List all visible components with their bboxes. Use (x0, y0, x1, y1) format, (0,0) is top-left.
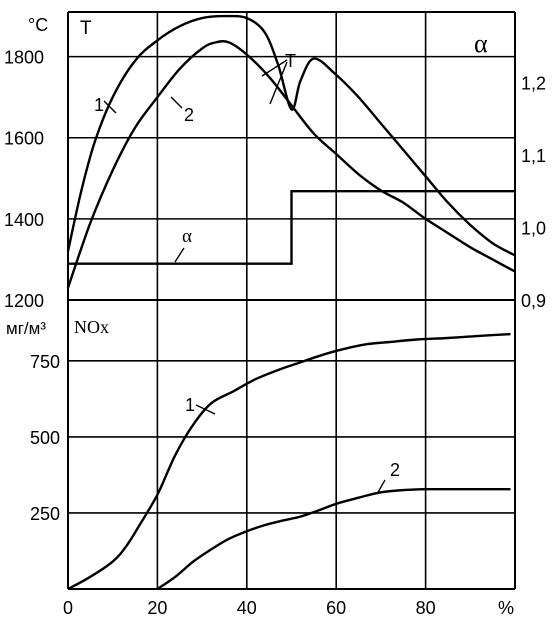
top-left-quantity-label: T (80, 18, 92, 39)
annotation-top-1-leader (103, 100, 117, 114)
annotation-top-1: 1 (94, 95, 104, 115)
top-panel: 1200 1400 1600 1800 0,9 1,0 1,1 1,2 T 1 2 α (4, 11, 546, 589)
annotation-T: T (285, 51, 296, 71)
top-left-tick-label-1200: 1200 (4, 291, 44, 311)
bottom-panel: 250 500 750 1 2 (30, 332, 515, 591)
annotation-alpha-leader (174, 247, 185, 263)
annotation-T-leader-2 (269, 61, 288, 105)
top-series-line-1 (66, 40, 516, 289)
top-right-tick-label-0: 0,9 (521, 291, 546, 311)
annotation-bottom-1-leader (195, 404, 216, 415)
annotation-alpha: α (182, 226, 192, 247)
top-series-line-2 (68, 190, 515, 265)
annotation-top-2: 2 (184, 105, 194, 125)
x-tick-label-20: 20 (147, 598, 167, 618)
bottom-tick-label-750: 750 (30, 352, 60, 372)
bottom-tick-label-250: 250 (30, 504, 60, 524)
x-tick-label-80: 80 (416, 598, 436, 618)
top-right-tick-label-3: 1,2 (521, 73, 546, 93)
x-tick-label-60: 60 (326, 598, 346, 618)
x-axis: 0 20 40 60 80 (63, 598, 436, 618)
top-right-tick-label-1: 1,0 (521, 218, 546, 238)
top-right-tick-label-2: 1,1 (521, 146, 546, 166)
top-left-unit-label: °C (28, 15, 48, 35)
annotation-bottom-2: 2 (390, 460, 400, 480)
x-unit-label: % (498, 598, 514, 618)
annotation-T-leader-1 (261, 59, 288, 77)
annotation-bottom-1: 1 (185, 395, 195, 415)
top-series-line-0 (66, 14, 516, 257)
x-tick-label-0: 0 (63, 598, 73, 618)
top-left-tick-label-1600: 1600 (4, 129, 44, 149)
annotation-top-2-leader (170, 96, 183, 109)
bottom-tick-label-500: 500 (30, 428, 60, 448)
top-left-tick-label-1400: 1400 (4, 210, 44, 230)
top-right-quantity-label: α (474, 29, 488, 58)
top-left-tick-label-1800: 1800 (4, 48, 44, 68)
annotation-bottom-2-leader (376, 479, 386, 495)
bottom-quantity-label: NOx (74, 317, 109, 337)
bottom-unit-label: мг/м³ (6, 319, 46, 338)
x-tick-label-40: 40 (237, 598, 257, 618)
bottom-series-line-0 (67, 332, 511, 591)
bottom-series-line-1 (156, 487, 511, 590)
